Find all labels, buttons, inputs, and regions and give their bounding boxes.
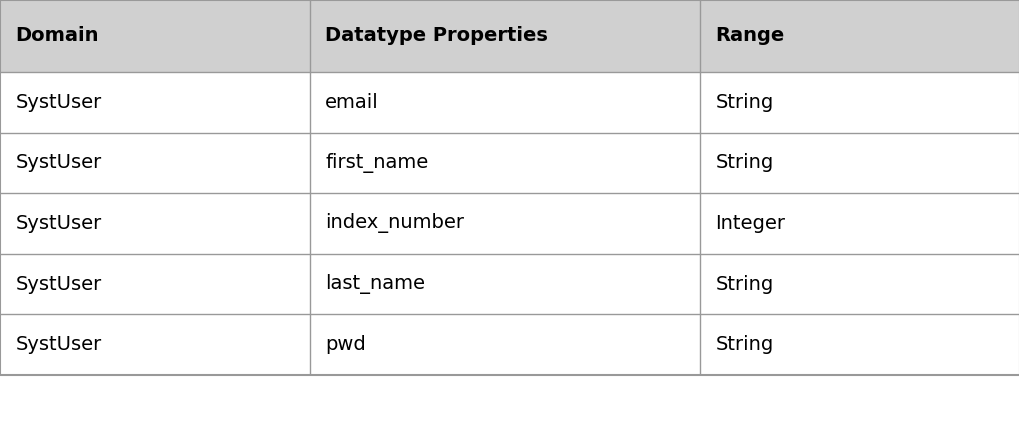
Text: first_name: first_name: [325, 153, 428, 173]
Text: Integer: Integer: [714, 214, 785, 233]
Text: SystUser: SystUser: [15, 275, 102, 293]
Text: SystUser: SystUser: [15, 335, 102, 354]
Text: index_number: index_number: [325, 214, 464, 233]
Bar: [0, 72, 1019, 133]
Text: String: String: [714, 93, 772, 112]
Text: SystUser: SystUser: [15, 93, 102, 112]
Text: Domain: Domain: [15, 27, 99, 45]
Bar: [0, 314, 1019, 375]
Text: SystUser: SystUser: [15, 214, 102, 233]
Text: Datatype Properties: Datatype Properties: [325, 27, 547, 45]
Text: email: email: [325, 93, 379, 112]
Text: SystUser: SystUser: [15, 153, 102, 172]
Text: pwd: pwd: [325, 335, 366, 354]
Text: String: String: [714, 275, 772, 293]
Bar: [0, 193, 1019, 254]
Text: String: String: [714, 153, 772, 172]
Text: String: String: [714, 335, 772, 354]
Bar: [0, 254, 1019, 314]
Bar: [0, 0, 1019, 72]
Text: Range: Range: [714, 27, 784, 45]
Bar: [0, 133, 1019, 193]
Text: last_name: last_name: [325, 274, 425, 294]
